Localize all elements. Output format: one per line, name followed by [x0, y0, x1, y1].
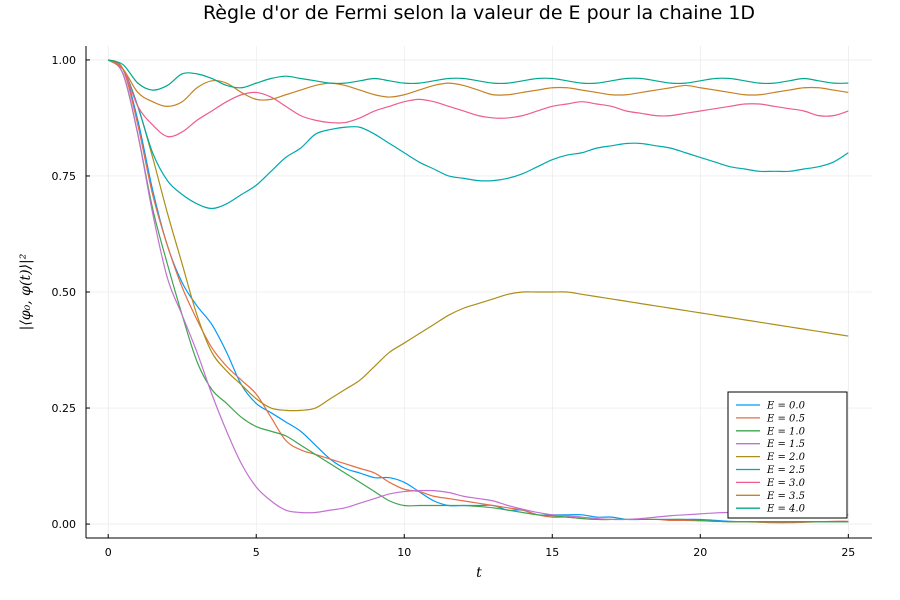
x-tick-label: 25	[841, 546, 855, 559]
legend-label-1: E = 0.5	[766, 413, 805, 424]
x-tick-label: 5	[253, 546, 260, 559]
x-tick-label: 20	[693, 546, 707, 559]
y-axis-label: |⟨φ₀, φ(t)⟩|²	[18, 253, 34, 330]
series-line-8	[108, 59, 849, 91]
x-axis-label: t	[476, 565, 482, 581]
y-tick-label: 0.50	[52, 286, 77, 299]
legend-label-4: E = 2.0	[766, 452, 806, 463]
series-line-7	[107, 59, 849, 107]
y-tick-label: 1.00	[52, 54, 77, 67]
legend-label-7: E = 3.5	[766, 491, 805, 502]
legend-label-3: E = 1.5	[766, 439, 805, 450]
series-group	[107, 59, 849, 524]
legend: E = 0.0E = 0.5 E = 1.0 E = 1.5 E = 2.0 E = 2…	[727, 391, 848, 519]
legend-label-5: E = 2.5	[766, 465, 805, 476]
series-line-5	[107, 59, 849, 210]
axes	[85, 46, 872, 539]
y-tick-label: 0.75	[52, 170, 77, 183]
x-tick-label: 15	[545, 546, 559, 559]
x-tick-label: 0	[105, 546, 112, 559]
series-line-3	[107, 59, 849, 521]
series-line-2	[107, 59, 849, 523]
x-tick-label: 10	[397, 546, 411, 559]
legend-label-2: E = 1.0	[766, 426, 806, 437]
legend-label-8: E = 4.0	[766, 504, 806, 515]
series-line-6	[107, 59, 849, 138]
series-line-0	[107, 59, 849, 523]
tick-labels: 0 5 10 15 20 25 0.00 0.25 0.50 0.75 1.00	[52, 54, 856, 559]
grid	[86, 46, 872, 538]
legend-box	[727, 391, 848, 519]
legend-label-0: E = 0.0	[766, 401, 806, 412]
y-tick-label: 0.25	[52, 402, 77, 415]
chart-title: Règle d'or de Fermi selon la valeur de E…	[203, 2, 755, 24]
legend-label-6: E = 3.0	[766, 478, 806, 489]
y-tick-label: 0.00	[52, 518, 77, 531]
series-line-4	[107, 59, 849, 412]
